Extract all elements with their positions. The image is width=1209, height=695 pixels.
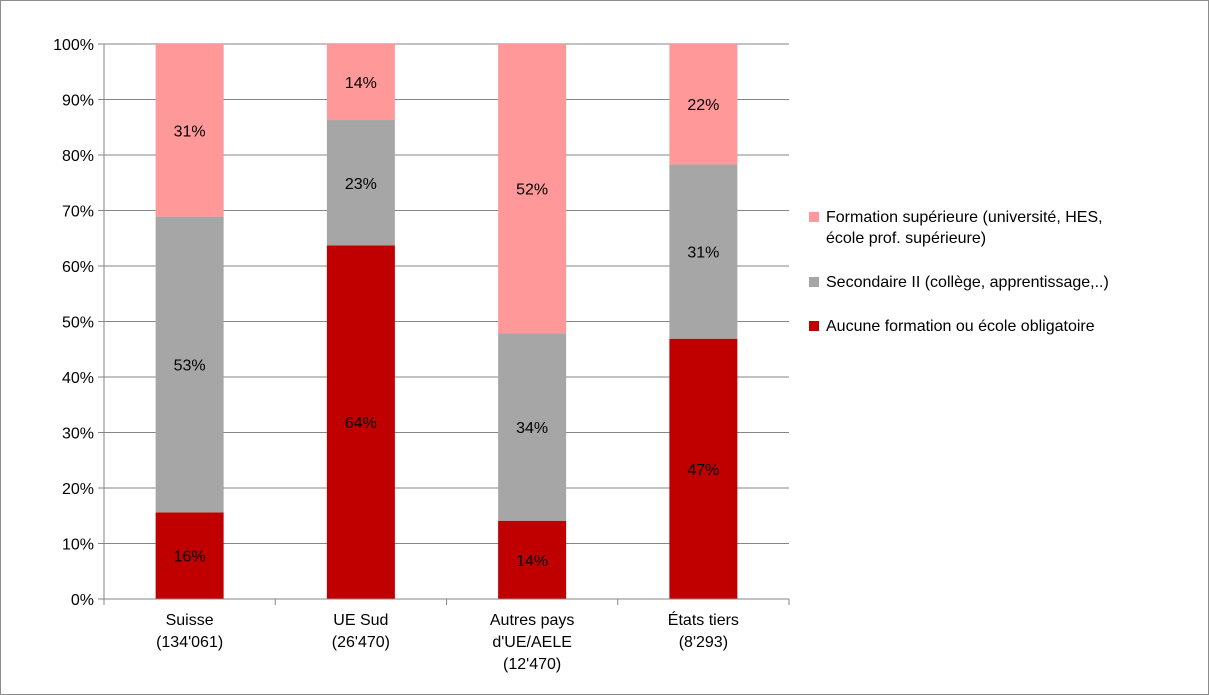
y-tick-label: 80% xyxy=(62,148,94,165)
y-tick-label: 50% xyxy=(62,315,94,332)
x-tick-label: Autres pays xyxy=(490,612,574,629)
bar-segment xyxy=(326,120,395,246)
legend-label: Aucune formation ou école obligatoire xyxy=(826,318,1095,335)
data-label: 64% xyxy=(345,415,377,432)
data-label: 22% xyxy=(687,97,719,114)
data-label: 16% xyxy=(174,549,206,566)
y-tick-label: 90% xyxy=(62,93,94,110)
data-label: 14% xyxy=(345,75,377,92)
x-tick-label: Suisse xyxy=(166,612,214,629)
data-label: 47% xyxy=(687,462,719,479)
x-tick-label: (26'470) xyxy=(332,634,390,651)
legend-swatch xyxy=(809,321,819,331)
data-label: 52% xyxy=(516,182,548,199)
bar-segment xyxy=(326,245,395,599)
bars xyxy=(155,44,738,599)
y-tick-label: 10% xyxy=(62,537,94,554)
y-tick-label: 30% xyxy=(62,426,94,443)
x-tick-label: (8'293) xyxy=(679,634,728,651)
data-label: 34% xyxy=(516,420,548,437)
y-tick-label: 60% xyxy=(62,259,94,276)
legend-swatch xyxy=(809,212,819,222)
bar-segment xyxy=(669,44,738,165)
x-tick-label: d'UE/AELE xyxy=(492,634,572,651)
bar-segment xyxy=(155,44,224,217)
bar-segment xyxy=(669,338,738,599)
x-tick-label: UE Sud xyxy=(333,612,388,629)
bar-segment xyxy=(155,512,224,599)
y-tick-label: 20% xyxy=(62,481,94,498)
bar-segment xyxy=(326,44,395,121)
bar-segment xyxy=(498,520,567,599)
axes: 0% 10% 20% 30% 40% 50% 60% 70% 80% 90% 100% Suisse (… xyxy=(53,37,790,673)
y-tick-label: 100% xyxy=(53,37,94,54)
y-tick-label: 40% xyxy=(62,370,94,387)
legend-label: Formation supérieure (université, HES, xyxy=(826,209,1103,226)
legend-label: école prof. supérieure) xyxy=(826,230,987,247)
legend-item: Aucune formation ou école obligatoire xyxy=(809,316,1204,337)
x-tick-label: (134'061) xyxy=(156,634,223,651)
data-label: 53% xyxy=(174,358,206,375)
y-tick-label: 0% xyxy=(71,592,94,609)
bar-segment xyxy=(155,216,224,513)
legend: Formation supérieure (université, HES, éc… xyxy=(809,207,1204,360)
y-tick-label: 70% xyxy=(62,204,94,221)
data-labels: 16% 53% 31% 64% 23% 14% 14% 34% 52% 47% 31% 22% xyxy=(174,75,720,570)
data-label: 31% xyxy=(174,123,206,140)
x-tick-label: États tiers xyxy=(668,610,739,629)
bar-segment xyxy=(498,44,567,334)
legend-item: Secondaire II (collège, apprentissage,..… xyxy=(809,272,1204,293)
legend-item: Formation supérieure (université, HES, éc… xyxy=(809,207,1204,249)
data-label: 23% xyxy=(345,176,377,193)
legend-swatch xyxy=(809,277,819,287)
bar-segment xyxy=(669,164,738,339)
data-label: 31% xyxy=(687,245,719,262)
data-label: 14% xyxy=(516,553,548,570)
x-tick-label: (12'470) xyxy=(503,656,561,673)
bar-segment xyxy=(498,333,567,521)
legend-label: Secondaire II (collège, apprentissage,..… xyxy=(826,274,1109,291)
